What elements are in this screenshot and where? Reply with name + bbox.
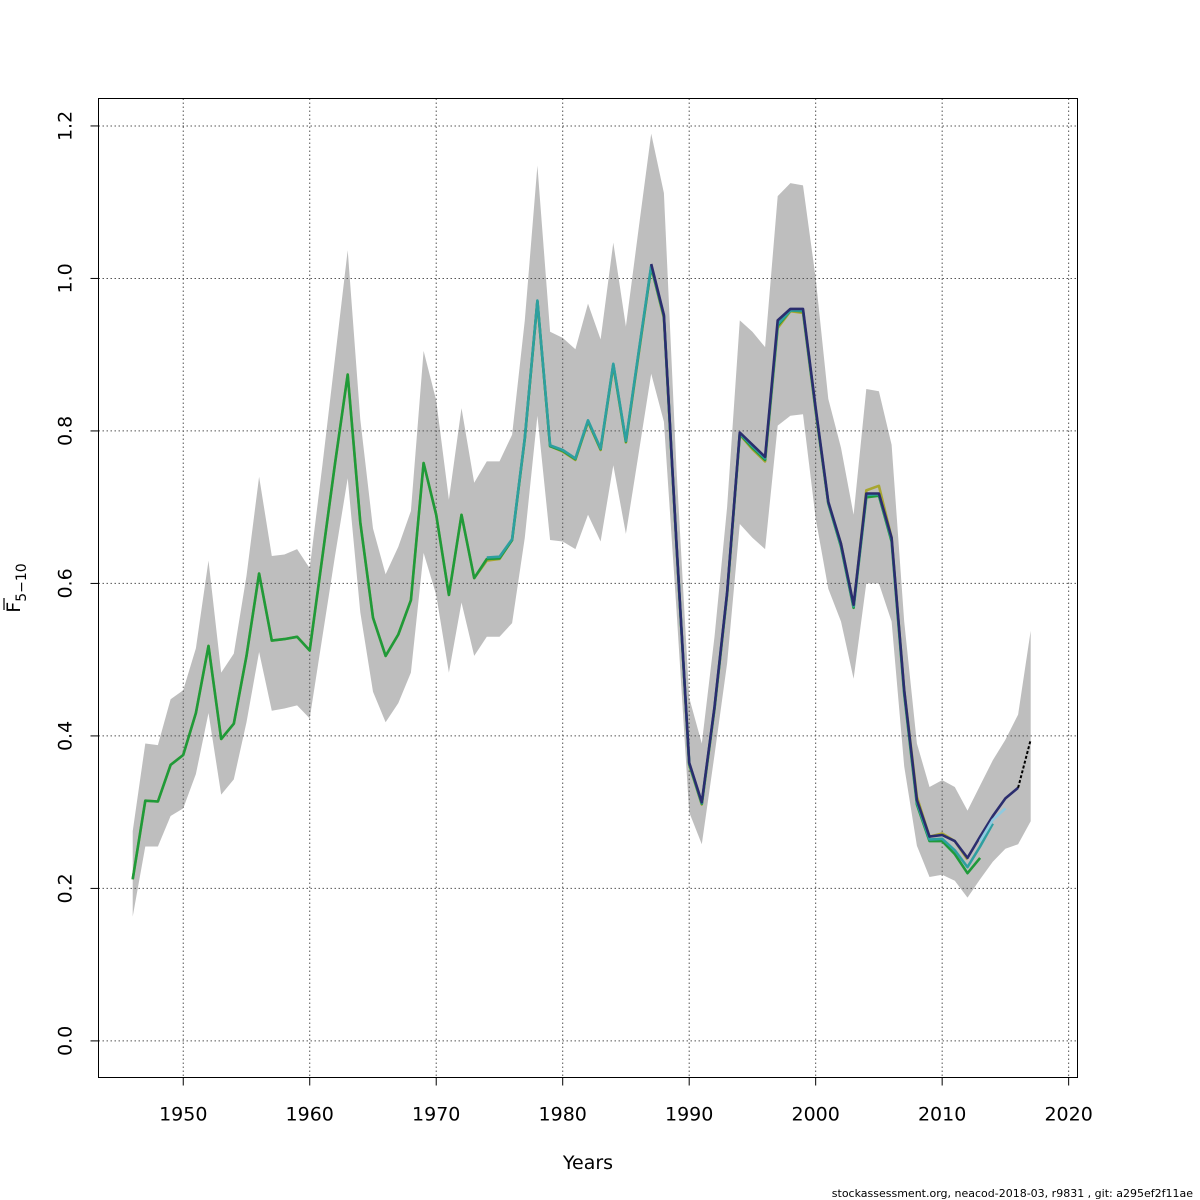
x-tick-label-2020: 2020 (1044, 1104, 1092, 1126)
confidence-band-layer (132, 133, 1031, 917)
y-axis-title-subscript: 5−10 (14, 563, 30, 601)
grid-layer (98, 98, 1078, 1078)
x-tick-label-1960: 1960 (286, 1104, 334, 1126)
x-tick-label-1990: 1990 (665, 1104, 713, 1126)
y-tick-label-1.0: 1.0 (55, 263, 77, 293)
y-tick-label-0.8: 0.8 (55, 416, 77, 446)
x-axis-title: Years (562, 1152, 613, 1174)
y-tick-label-0.0: 0.0 (55, 1026, 77, 1056)
y-tick-label-0.6: 0.6 (55, 568, 77, 598)
y-tick-label-0.4: 0.4 (55, 721, 77, 751)
footer-credit: stockassessment.org, neacod-2018-03, r98… (832, 1187, 1193, 1200)
x-tick-label-1980: 1980 (539, 1104, 587, 1126)
x-tick-label-2010: 2010 (918, 1104, 966, 1126)
y-tick-label-0.2: 0.2 (55, 873, 77, 903)
y-axis-title: F5−10 (3, 563, 30, 612)
plot-frame (98, 98, 1078, 1078)
x-tick-label-1970: 1970 (412, 1104, 460, 1126)
svg-text:F5−10: F5−10 (3, 563, 30, 612)
series-line-lightblue (978, 807, 1007, 842)
x-tick-label-1950: 1950 (159, 1104, 207, 1126)
y-axis-title-main: F (3, 602, 25, 613)
x-tick-label-2000: 2000 (791, 1104, 839, 1126)
series-line-forecast (1017, 739, 1032, 789)
confidence-band (132, 133, 1031, 917)
axes-layer: 1950 1960 1970 1980 1990 2000 2010 2020 0.0 0.2 0.… (55, 111, 1093, 1126)
series-line-navy (649, 263, 1019, 860)
y-tick-label-1.2: 1.2 (55, 111, 77, 141)
series-layer (131, 263, 1032, 880)
